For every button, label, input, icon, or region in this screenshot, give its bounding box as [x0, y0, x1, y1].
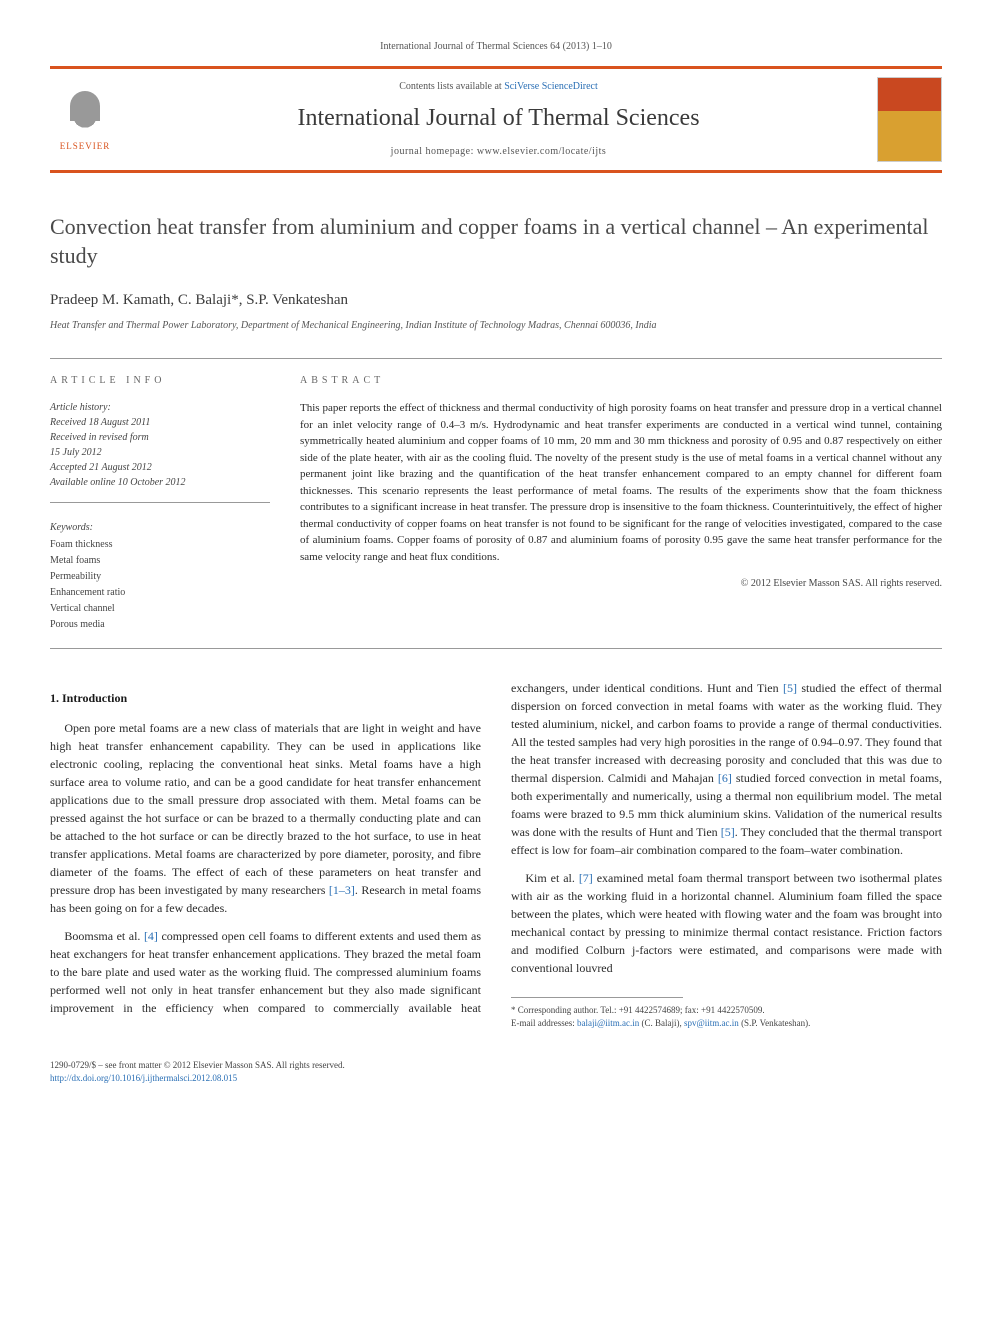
received-date: Received 18 August 2011: [50, 415, 270, 430]
article-info-label: ARTICLE INFO: [50, 374, 270, 388]
keyword: Enhancement ratio: [50, 585, 270, 601]
citation-link[interactable]: [5]: [783, 681, 797, 695]
contents-prefix: Contents lists available at: [399, 81, 504, 92]
corresponding-line: * Corresponding author. Tel.: +91 442257…: [511, 1004, 942, 1017]
online-date: Available online 10 October 2012: [50, 475, 270, 490]
keywords-block: Foam thickness Metal foams Permeability …: [50, 537, 270, 633]
authors: Pradeep M. Kamath, C. Balaji*, S.P. Venk…: [50, 290, 942, 311]
header-bar: ELSEVIER Contents lists available at Sci…: [50, 66, 942, 173]
keyword: Permeability: [50, 569, 270, 585]
keyword: Porous media: [50, 617, 270, 633]
citation-link[interactable]: [6]: [718, 771, 732, 785]
history-label: Article history:: [50, 400, 270, 415]
body-text: 1. Introduction Open pore metal foams ar…: [50, 679, 942, 1029]
info-abstract-row: ARTICLE INFO Article history: Received 1…: [50, 358, 942, 649]
abstract-copyright: © 2012 Elsevier Masson SAS. All rights r…: [300, 577, 942, 591]
citation-link[interactable]: [4]: [144, 929, 158, 943]
journal-cover-thumbnail: [877, 77, 942, 162]
header-center: Contents lists available at SciVerse Sci…: [135, 80, 862, 160]
journal-name: International Journal of Thermal Science…: [135, 102, 862, 136]
elsevier-tree-icon: [60, 86, 110, 136]
revised-date: 15 July 2012: [50, 445, 270, 460]
homepage-url: www.elsevier.com/locate/ijts: [477, 146, 606, 157]
citation-link[interactable]: [1–3]: [329, 883, 355, 897]
elsevier-logo: ELSEVIER: [50, 80, 120, 160]
footer-left: 1290-0729/$ – see front matter © 2012 El…: [50, 1059, 345, 1084]
journal-reference: International Journal of Thermal Science…: [50, 40, 942, 54]
page-footer: 1290-0729/$ – see front matter © 2012 El…: [50, 1059, 942, 1084]
revised-label: Received in revised form: [50, 430, 270, 445]
contents-available: Contents lists available at SciVerse Sci…: [135, 80, 862, 94]
homepage-prefix: journal homepage:: [391, 146, 477, 157]
article-history: Article history: Received 18 August 2011…: [50, 400, 270, 503]
email-link[interactable]: spv@iitm.ac.in: [684, 1018, 739, 1028]
citation-link[interactable]: [7]: [579, 871, 593, 885]
keyword: Foam thickness: [50, 537, 270, 553]
paragraph: Open pore metal foams are a new class of…: [50, 719, 481, 917]
doi-link[interactable]: http://dx.doi.org/10.1016/j.ijthermalsci…: [50, 1073, 237, 1083]
abstract-label: ABSTRACT: [300, 374, 942, 388]
paragraph: Kim et al. [7] examined metal foam therm…: [511, 869, 942, 977]
affiliation: Heat Transfer and Thermal Power Laborato…: [50, 319, 942, 333]
sciencedirect-link[interactable]: SciVerse ScienceDirect: [504, 81, 598, 92]
email-link[interactable]: balaji@iitm.ac.in: [577, 1018, 639, 1028]
journal-homepage: journal homepage: www.elsevier.com/locat…: [135, 145, 862, 159]
keywords-label: Keywords:: [50, 521, 270, 535]
keyword: Vertical channel: [50, 601, 270, 617]
citation-link[interactable]: [5]: [721, 825, 735, 839]
abstract-column: ABSTRACT This paper reports the effect o…: [300, 374, 942, 633]
email-line: E-mail addresses: balaji@iitm.ac.in (C. …: [511, 1017, 942, 1030]
elsevier-text: ELSEVIER: [60, 140, 111, 153]
article-info-column: ARTICLE INFO Article history: Received 1…: [50, 374, 270, 633]
abstract-text: This paper reports the effect of thickne…: [300, 400, 942, 565]
section-heading-introduction: 1. Introduction: [50, 689, 481, 707]
accepted-date: Accepted 21 August 2012: [50, 460, 270, 475]
corresponding-author-footnote: * Corresponding author. Tel.: +91 442257…: [511, 1004, 942, 1029]
issn-copyright: 1290-0729/$ – see front matter © 2012 El…: [50, 1059, 345, 1072]
footnote-separator: [511, 997, 683, 998]
keyword: Metal foams: [50, 553, 270, 569]
article-title: Convection heat transfer from aluminium …: [50, 213, 942, 270]
